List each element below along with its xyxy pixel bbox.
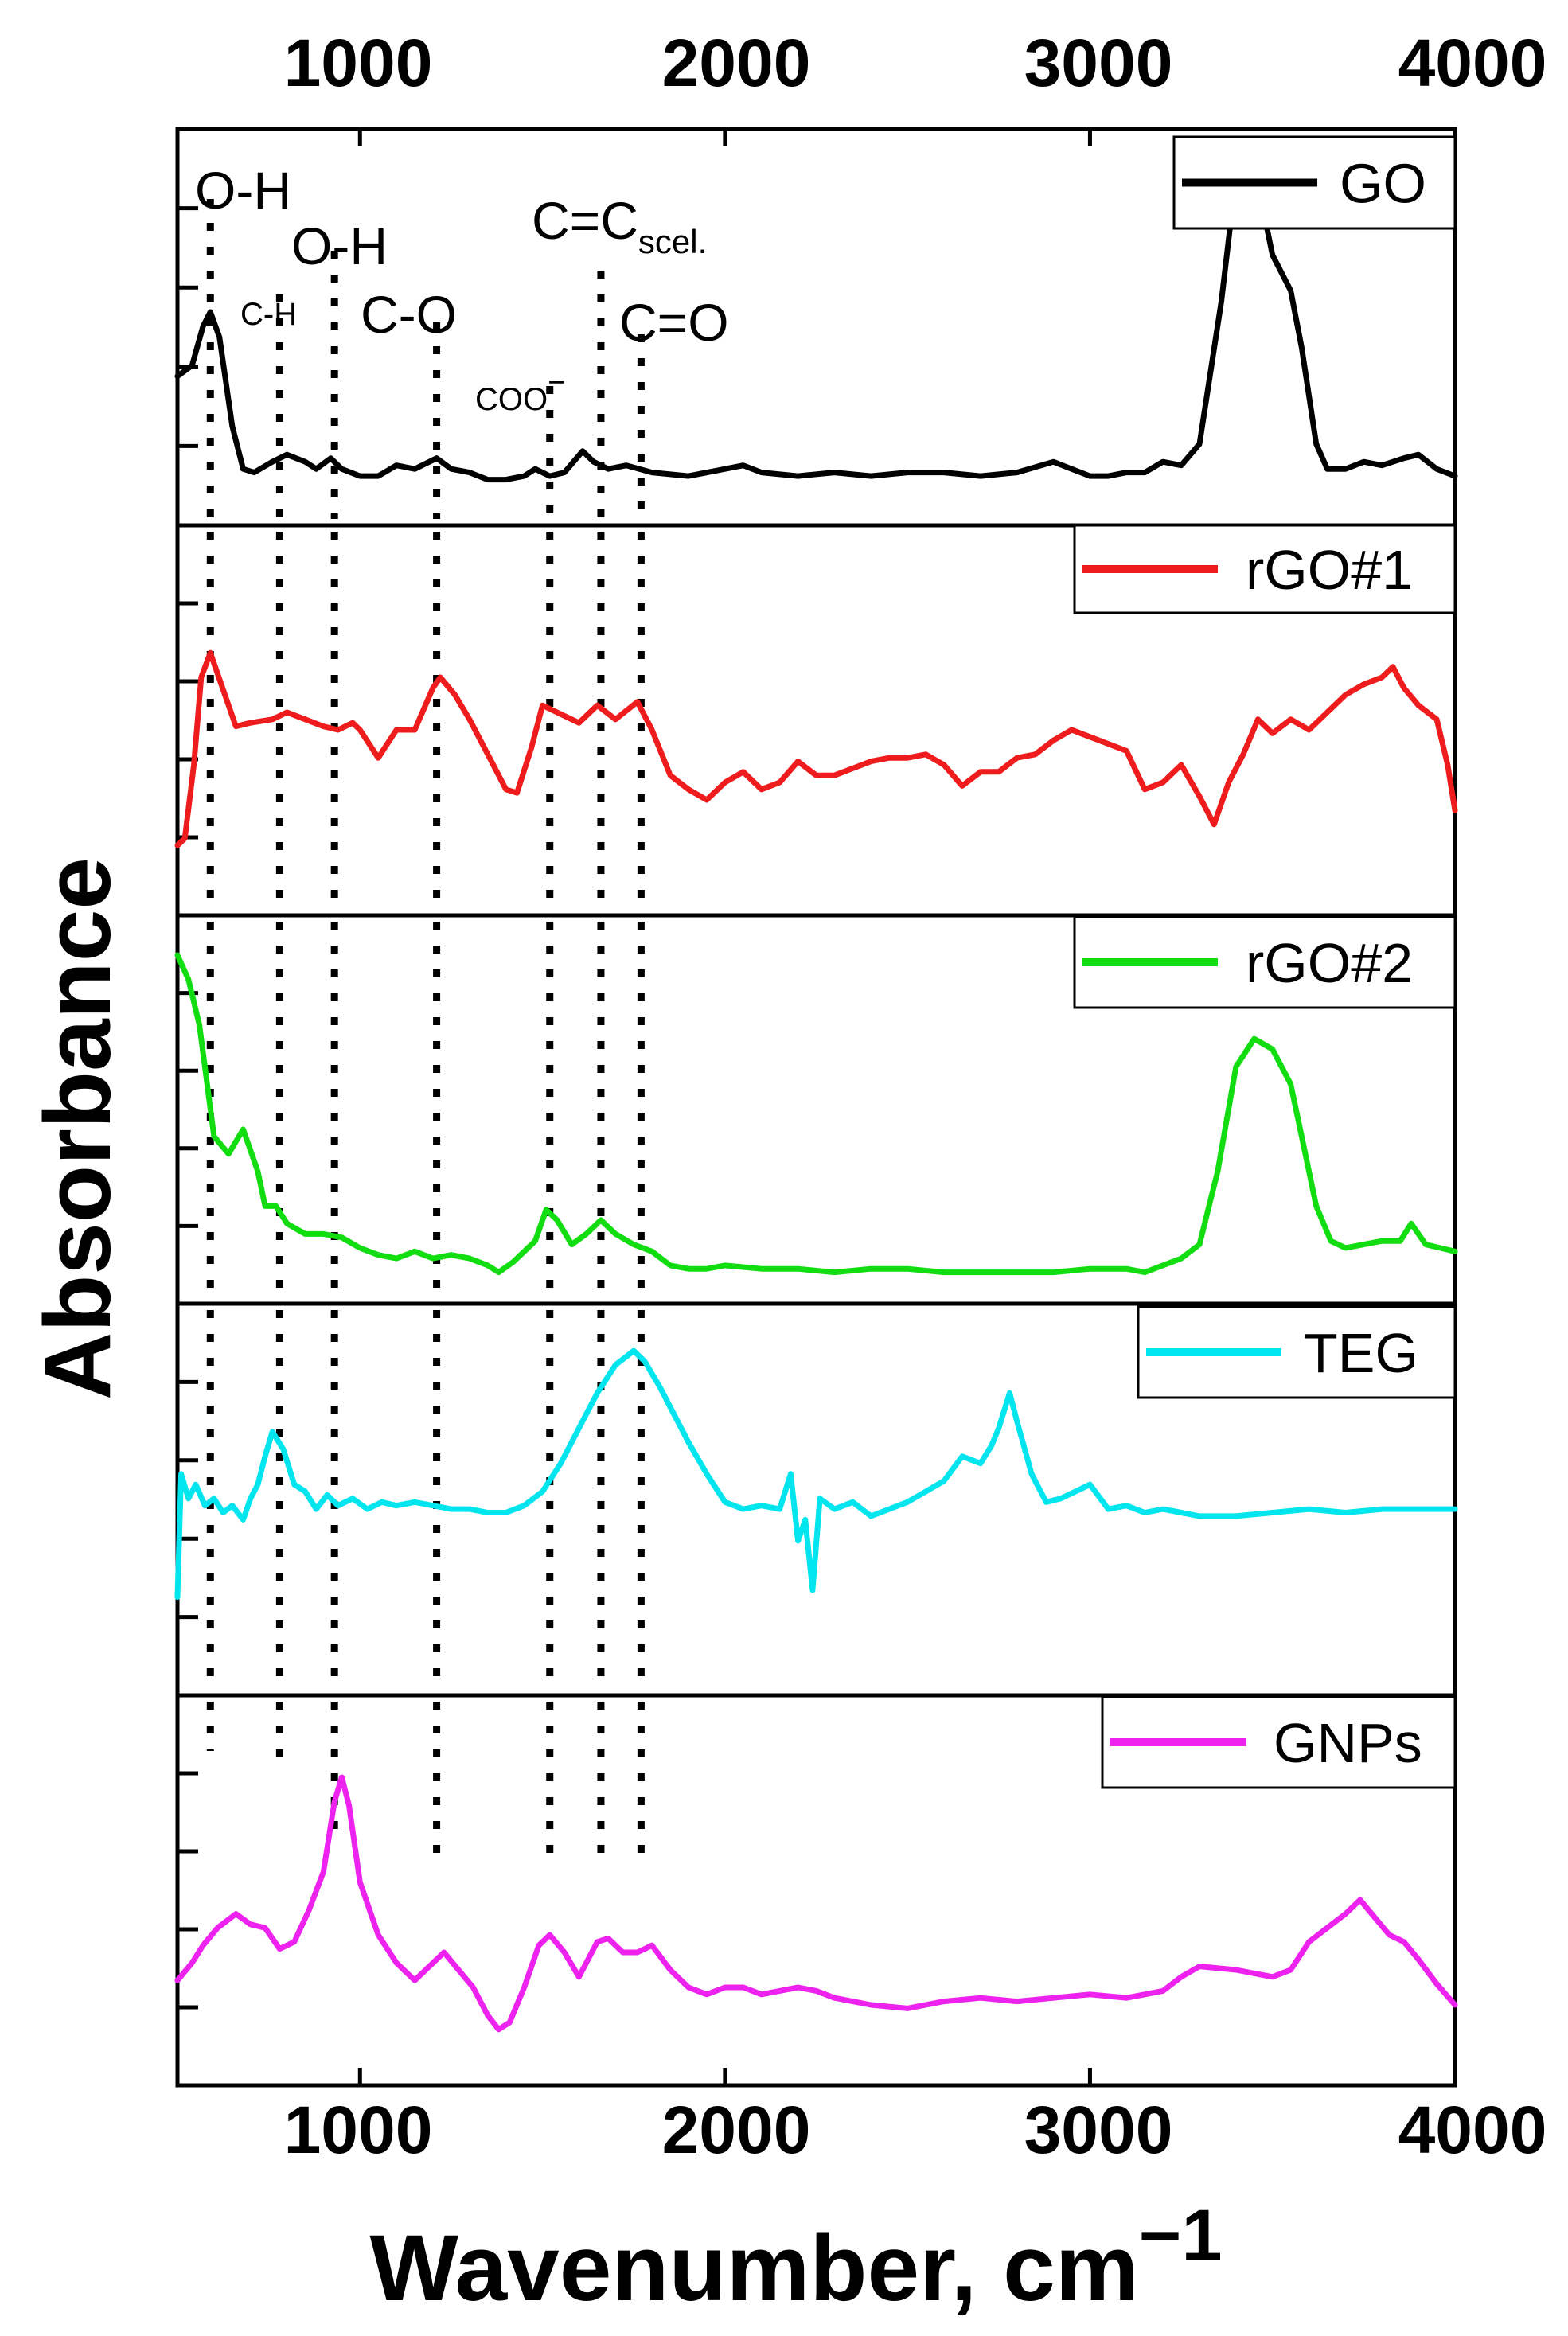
annotation-cc-text: C=C	[532, 191, 638, 250]
x-axis-title-text: Wavenumber, cm	[369, 2216, 1138, 2321]
series-line-go	[174, 148, 1458, 483]
series-line-rgo-2	[174, 952, 1458, 1276]
bottom-tick-label-1000: 1000	[284, 2092, 433, 2167]
annotation-coo: COO−	[475, 366, 565, 417]
bottom-tick-label-3000: 3000	[1024, 2092, 1173, 2167]
annotation-coo-superscript: −	[548, 366, 565, 400]
bottom-tick-label-4000: 4000	[1398, 2092, 1547, 2167]
annotation-oh-2: O-H	[291, 216, 388, 275]
panel-rgo-1: rGO#1	[174, 523, 1458, 918]
legend-label-teg: TEG	[1304, 1322, 1418, 1384]
panel-rgo-2: rGO#2	[174, 913, 1458, 1306]
y-axis-title: Absorbance	[25, 857, 131, 1400]
panel-frame-gnps	[175, 1693, 1457, 2088]
top-tick-label-4000: 4000	[1398, 25, 1547, 100]
x-axis-title-superscript: −1	[1139, 2195, 1223, 2276]
legend-gnps: GNPs	[1101, 1695, 1457, 1789]
annotation-cc: C=Cscel.	[532, 191, 707, 260]
legend-rgo-1: rGO#1	[1073, 524, 1457, 614]
legend-label-go: GO	[1340, 153, 1426, 215]
panels: GO rGO#1 rGO#2 TEG GNPs	[174, 127, 1458, 2088]
series-line-gnps	[174, 1774, 1458, 2033]
bottom-axis-tick-labels: 1000 2000 3000 4000	[284, 2092, 1547, 2167]
x-axis-title: Wavenumber, cm−1	[369, 2195, 1222, 2321]
annotation-c-double-o: C=O	[619, 293, 729, 352]
legend-label-rgo-2: rGO#2	[1246, 932, 1413, 994]
legend-box-rgo-2	[1073, 915, 1457, 1009]
annotation-oh-1: O-H	[195, 161, 291, 220]
annotation-co: C-O	[361, 285, 457, 344]
legend-label-rgo-1: rGO#1	[1246, 539, 1413, 601]
peak-annotations: O-H C-H O-H C-O COO− C=Cscel. C=O	[195, 161, 729, 417]
bottom-tick-label-2000: 2000	[662, 2092, 811, 2167]
top-tick-label-1000: 1000	[284, 25, 433, 100]
top-tick-label-3000: 3000	[1024, 25, 1173, 100]
panel-go: GO	[174, 127, 1458, 528]
top-tick-label-2000: 2000	[662, 25, 811, 100]
annotation-coo-text: COO	[475, 382, 548, 417]
panel-gnps: GNPs	[174, 1693, 1458, 2088]
annotation-cc-subscript: scel.	[638, 223, 707, 260]
legend-teg: TEG	[1137, 1305, 1457, 1399]
top-axis-tick-labels: 1000 2000 3000 4000	[284, 25, 1547, 100]
legend-go: GO	[1172, 135, 1457, 230]
series-line-teg	[174, 1347, 1458, 1601]
annotation-ch: C-H	[240, 297, 297, 332]
panel-teg: TEG	[174, 1301, 1458, 1698]
series-line-rgo-1	[174, 649, 1458, 848]
legend-rgo-2: rGO#2	[1073, 915, 1457, 1009]
legend-label-gnps: GNPs	[1274, 1712, 1422, 1774]
